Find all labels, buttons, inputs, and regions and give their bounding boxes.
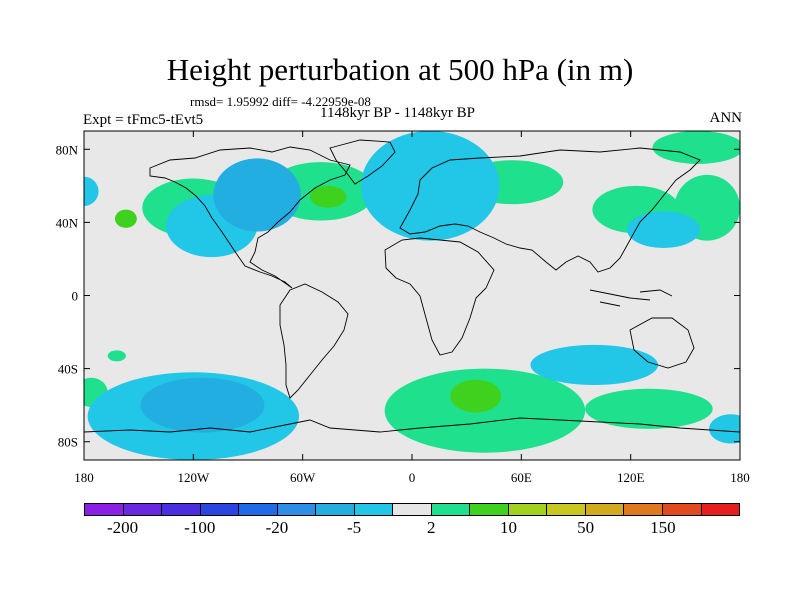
coastline-africa — [384, 237, 495, 356]
colorbar-cell — [585, 504, 625, 515]
positive-anomaly-region — [585, 388, 713, 429]
colorbar — [84, 503, 740, 516]
colorbar-label: 50 — [577, 518, 595, 537]
colorbar-cell — [277, 504, 317, 515]
colorbar-cell — [470, 504, 509, 515]
colorbar-cell — [624, 504, 663, 515]
colorbar-label: 10 — [499, 518, 517, 537]
colorbar-cell — [162, 504, 201, 515]
negative-anomaly-region — [627, 211, 700, 248]
coastline-antarctica — [84, 417, 740, 433]
lon-tick-label: 180 — [730, 470, 750, 485]
map-title: Height perturbation at 500 hPa (in m) — [166, 52, 634, 87]
lat-tick-label: 80S — [58, 435, 78, 450]
colorbar-label: 2 — [427, 518, 436, 537]
colorbar-cell — [662, 504, 702, 515]
colorbar-cell — [85, 504, 124, 515]
colorbar-label: -100 — [184, 518, 216, 537]
lat-tick-label: 80N — [56, 142, 79, 157]
colorbar-cell — [123, 504, 163, 515]
height-perturbation-field — [84, 131, 740, 460]
colorbar-cell — [547, 504, 586, 515]
negative-anomaly-region — [709, 414, 740, 444]
lat-tick-label: 0 — [72, 289, 79, 304]
lat-tick-label: 40N — [56, 215, 79, 230]
coastline-indonesia — [589, 289, 673, 307]
lon-tick-label: 120W — [177, 470, 210, 485]
negative-anomaly-region — [360, 131, 500, 241]
negative-anomaly-region — [530, 344, 658, 386]
lon-tick-label: 120E — [617, 470, 645, 485]
lon-tick-label: 60W — [290, 470, 316, 485]
negative-anomaly-region — [84, 176, 99, 206]
positive-anomaly-region — [450, 379, 502, 413]
colorbar-cell — [239, 504, 278, 515]
lat-tick-label: 40S — [58, 362, 78, 377]
colorbar-label: -200 — [106, 518, 139, 537]
period-label: 1148kyr BP - 1148kyr BP — [320, 105, 476, 121]
coastline-greenland — [329, 139, 396, 185]
coastlines — [84, 139, 740, 433]
experiment-label: Expt = tFmc5-tEvt5 — [83, 112, 204, 128]
positive-anomaly-region — [309, 185, 347, 208]
colorbar-cell — [701, 504, 740, 515]
colorbar-label: -5 — [347, 518, 362, 537]
colorbar-cell — [431, 504, 471, 515]
lon-tick-label: 60E — [511, 470, 532, 485]
negative-anomaly-region — [140, 377, 265, 433]
lon-tick-label: 0 — [409, 470, 416, 485]
positive-anomaly-region — [652, 131, 740, 164]
lon-tick-label: 180 — [74, 470, 94, 485]
coastline-south-america — [279, 283, 349, 399]
positive-anomaly-region — [114, 209, 137, 228]
colorbar-cell — [200, 504, 240, 515]
season-label: ANN — [709, 110, 743, 126]
coastline-australia — [629, 317, 695, 369]
stats-line: rmsd= 1.95992 diff= -4.22959e-08 — [190, 94, 371, 109]
longitude-axis: 180 120W 60W 0 60E 120E 180 — [74, 131, 750, 485]
colorbar-label: -20 — [265, 518, 289, 537]
colorbar-cell — [393, 504, 432, 515]
negative-anomaly-region — [213, 158, 301, 232]
latitude-axis: 80N 40N 0 40S 80S — [56, 142, 740, 450]
colorbar-label: 150 — [650, 518, 676, 537]
positive-anomaly-region — [107, 350, 126, 362]
coastline-north-america — [149, 146, 351, 289]
colorbar-cell — [508, 504, 548, 515]
colorbar-cell — [316, 504, 355, 515]
coastline-eurasia — [399, 147, 701, 273]
colorbar-cell — [354, 504, 394, 515]
